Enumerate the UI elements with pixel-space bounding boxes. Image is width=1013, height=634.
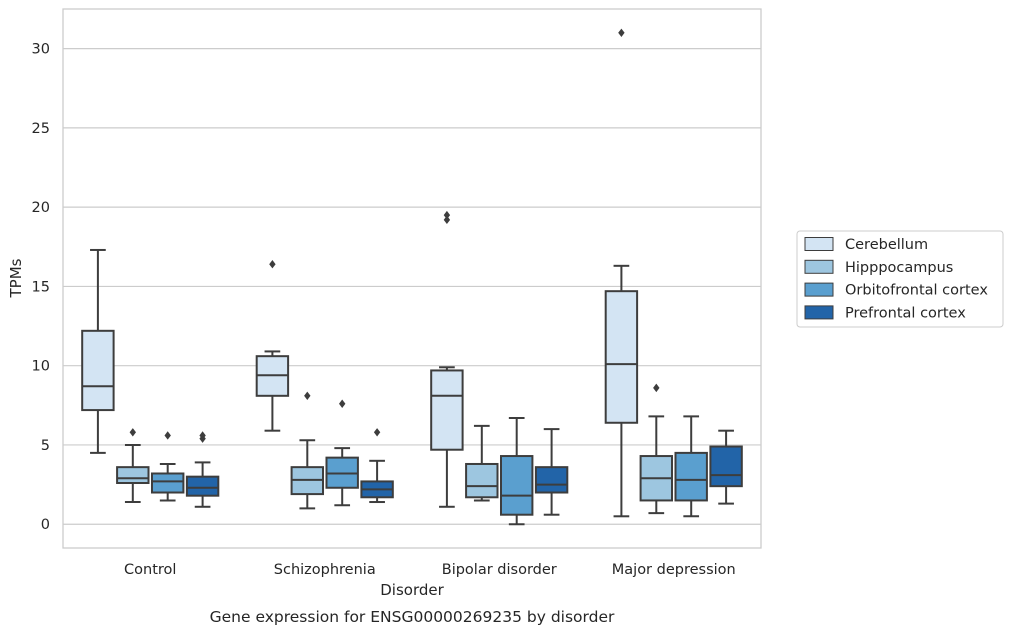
box-body: [499, 455, 534, 516]
x-tick-label-1: Schizophrenia: [274, 562, 376, 578]
outlier-point-0: [304, 391, 311, 401]
box-0-2: [430, 210, 464, 508]
y-tick-label-0: 0: [41, 517, 50, 533]
box-3-3: [709, 429, 743, 505]
box-2-3: [674, 415, 708, 518]
y-axis-label: TPMs: [7, 258, 25, 298]
x-axis-label: Disorder: [380, 581, 444, 599]
grid-lines: [63, 48, 761, 525]
y-tick-labels: 0 5 10 15 20 25 30: [32, 42, 50, 534]
box-1-1: [290, 391, 325, 510]
box-body: [534, 466, 569, 494]
legend-swatch-3: [804, 305, 834, 320]
legend-label-3: Prefrontal cortex: [845, 305, 966, 321]
outlier-point-0: [618, 28, 625, 37]
box-body: [185, 475, 220, 497]
legend-swatch-0: [804, 237, 834, 251]
outlier-point-0: [653, 383, 660, 393]
y-tick-label-30: 30: [32, 42, 50, 58]
box-body: [150, 472, 185, 494]
box-0-3: [604, 28, 639, 518]
legend-label-1: Hipppocampus: [845, 260, 953, 276]
y-tick-label-20: 20: [32, 200, 50, 216]
x-tick-label-0: Control: [124, 562, 176, 578]
box-2-2: [499, 417, 534, 526]
box-body: [116, 466, 150, 485]
box-body: [81, 329, 115, 412]
x-tick-labels: Control Schizophrenia Bipolar disorder Majo…: [124, 562, 736, 578]
legend: Cerebellum Hipppocampus Orbitofrontal cort…: [796, 230, 1004, 328]
outlier-point-1: [443, 210, 451, 220]
legend-label-2: Orbitofrontal cortex: [845, 283, 988, 299]
legend-swatch-2: [804, 282, 834, 297]
box-3-2: [534, 428, 569, 516]
chart-caption: Gene expression for ENSG00000269235 by d…: [210, 608, 615, 626]
box-body: [465, 462, 499, 499]
legend-frame: [796, 230, 1004, 328]
y-tick-label-5: 5: [41, 438, 50, 454]
box-body: [674, 451, 708, 502]
x-tick-label-2: Bipolar disorder: [442, 562, 557, 578]
box-body: [709, 445, 743, 488]
outlier-point-0: [339, 399, 346, 408]
box-1-3: [639, 383, 674, 515]
outlier-point-0: [269, 260, 276, 269]
outlier-point-0: [164, 431, 171, 440]
legend-label-0: Cerebellum: [845, 237, 928, 253]
x-tick-label-3: Major depression: [612, 562, 736, 578]
box-2-0: [150, 431, 185, 502]
box-1-0: [116, 428, 150, 504]
outlier-point-0: [129, 428, 136, 437]
legend-swatch-1: [804, 259, 834, 274]
box-1-2: [465, 424, 499, 502]
box-body: [604, 290, 639, 424]
box-0-1: [255, 260, 290, 432]
box-0-0: [81, 248, 115, 454]
outlier-point-1: [199, 431, 206, 440]
box-2-1: [325, 399, 359, 507]
y-tick-label-10: 10: [32, 359, 50, 375]
y-tick-label-15: 15: [32, 279, 50, 295]
outlier-point-0: [373, 428, 381, 437]
y-tick-label-25: 25: [32, 121, 50, 137]
box-3-1: [360, 428, 394, 504]
box-body: [430, 369, 464, 451]
box-3-0: [185, 431, 220, 508]
outlier-point-0: [443, 215, 451, 225]
box-series: [81, 28, 743, 526]
plot-frame: [62, 8, 762, 549]
